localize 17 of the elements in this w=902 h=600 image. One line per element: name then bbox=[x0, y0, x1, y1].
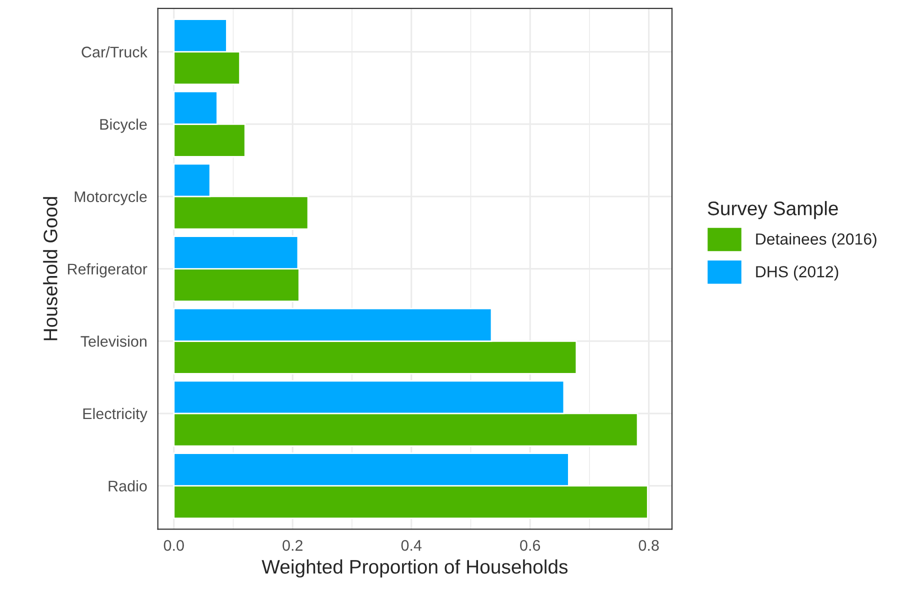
y-tick-label: Radio bbox=[108, 480, 147, 492]
x-tick-label: 0.6 bbox=[520, 540, 540, 551]
x-axis-title: Weighted Proportion of Households bbox=[262, 559, 568, 578]
y-axis-title: Household Good bbox=[43, 197, 58, 340]
y-tick-label: Motorcycle bbox=[74, 190, 147, 206]
x-tick-label: 0.2 bbox=[282, 540, 302, 551]
legend-label: Detainees (2016) bbox=[756, 232, 876, 248]
x-tick-label: 0.8 bbox=[638, 540, 659, 551]
x-tick-label: 0.4 bbox=[401, 540, 422, 551]
y-tick-label: Electricity bbox=[83, 408, 148, 422]
y-tick-label: Bicycle bbox=[100, 118, 147, 133]
x-tick-label: 0.0 bbox=[164, 540, 184, 551]
legend-label: DHS (2012) bbox=[756, 266, 838, 281]
y-tick-label: Car/Truck bbox=[82, 46, 148, 58]
y-tick-label: Television bbox=[80, 336, 146, 347]
legend-title: Survey Sample bbox=[708, 201, 838, 220]
y-tick-label: Refrigerator bbox=[68, 263, 148, 278]
